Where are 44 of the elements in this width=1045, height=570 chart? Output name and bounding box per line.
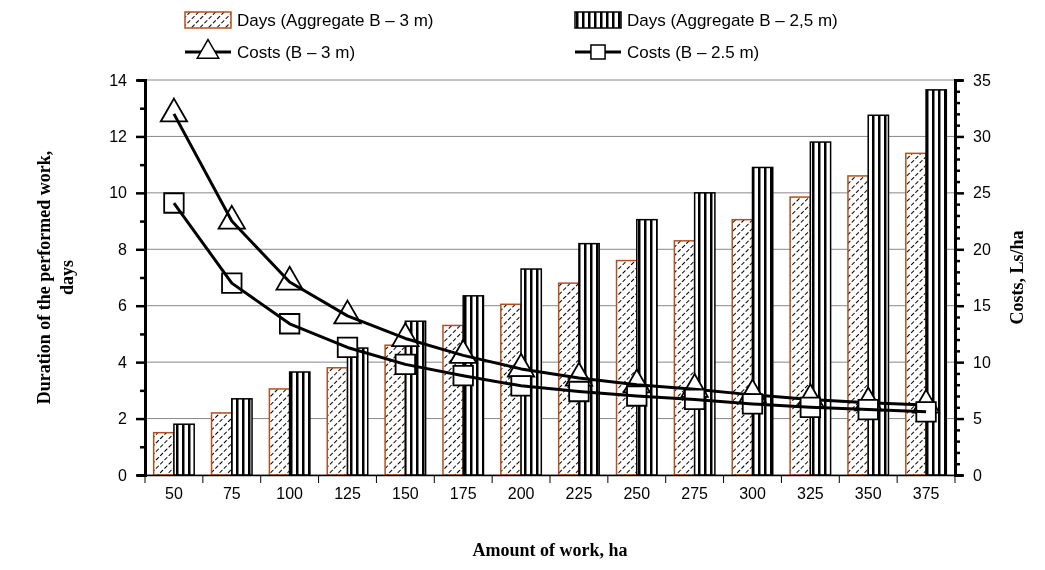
y-tick-label: 8 (118, 240, 128, 258)
y2-tick-label: 15 (973, 297, 991, 315)
x-axis-title: Amount of work, ha (472, 540, 628, 560)
y2-tick-label: 0 (973, 466, 982, 484)
bar (326, 367, 349, 476)
bar (789, 196, 812, 476)
x-tick-label: 175 (449, 484, 477, 502)
y-tick-label: 12 (109, 128, 128, 146)
bar (847, 175, 869, 476)
bar (152, 431, 175, 476)
y-tick-label: 6 (118, 297, 128, 315)
y-tick-label: 10 (109, 184, 128, 202)
x-tick-label: 150 (392, 484, 419, 502)
y2-tick-label: 5 (973, 410, 982, 428)
y2-axis-title: Costs, Ls/ha (1007, 230, 1027, 325)
y-tick-label: 0 (118, 466, 128, 484)
y-tick-label: 4 (118, 353, 128, 371)
y2-tick-label: 25 (973, 184, 991, 202)
legend-label: Costs (B – 2.5 m) (627, 43, 760, 62)
x-tick-label: 100 (276, 484, 304, 502)
x-tick-label: 325 (797, 484, 824, 502)
x-tick-label: 300 (739, 484, 766, 502)
y-tick-label: 2 (118, 410, 128, 428)
x-tick-label: 75 (222, 484, 241, 502)
x-tick-label: 375 (912, 484, 940, 502)
y2-tick-label: 35 (973, 71, 991, 89)
legend-label: Days (Aggregate B – 2,5 m) (627, 11, 838, 30)
bar (210, 412, 233, 476)
x-tick-label: 250 (623, 484, 651, 502)
legend-label: Days (Aggregate B – 3 m) (237, 11, 434, 30)
y2-tick-label: 10 (973, 353, 991, 371)
y2-tick-label: 20 (973, 240, 991, 258)
x-tick-label: 200 (507, 484, 535, 502)
bar (905, 152, 927, 476)
y2-tick-label: 30 (973, 128, 991, 146)
legend-label: Costs (B – 3 m) (237, 43, 356, 62)
y-tick-label: 14 (109, 71, 128, 89)
bar (268, 388, 291, 476)
x-tick-label: 225 (565, 484, 593, 502)
y-axis-title: Duration of the performed work, days (34, 150, 78, 405)
x-tick-label: 275 (681, 484, 709, 502)
x-tick-label: 350 (854, 484, 882, 502)
x-tick-label: 125 (334, 484, 361, 502)
x-tick-label: 50 (165, 484, 183, 502)
